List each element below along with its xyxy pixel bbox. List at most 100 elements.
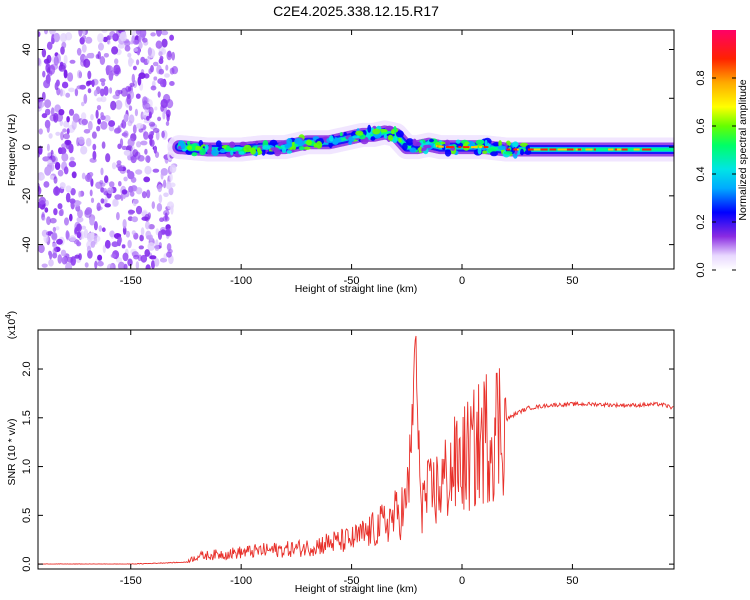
ridge-hotspot [608, 148, 614, 151]
colorbar-tick-label: 0.8 [695, 70, 707, 85]
noise-speck [71, 119, 77, 130]
ridge-hotspot [566, 148, 574, 151]
noise-speck [98, 225, 103, 232]
noise-speck [108, 71, 114, 81]
noise-speck [84, 262, 89, 268]
noise-speck [102, 244, 106, 254]
noise-speck [154, 258, 160, 267]
noise-speck [59, 147, 67, 155]
noise-speck [147, 47, 152, 56]
noise-speck [53, 55, 59, 66]
noise-speck [85, 36, 93, 44]
noise-speck [137, 76, 142, 86]
noise-speck [81, 35, 87, 40]
y-tick-label: 0.0 [21, 556, 33, 571]
noise-speck [98, 42, 104, 51]
noise-speck [140, 140, 148, 146]
noise-speck [53, 176, 58, 184]
snr-panel: -150 -100 -50 0 50 0.0 0.5 1.0 1.5 2.0 Height of… [4, 311, 675, 595]
noise-speck [82, 30, 86, 36]
noise-speck [38, 244, 45, 254]
noise-speck [158, 51, 163, 57]
ridge-blob [294, 138, 303, 145]
noise-speck [99, 180, 104, 185]
noise-speck [87, 120, 93, 131]
noise-speck [83, 228, 89, 239]
ridge-blob [255, 140, 259, 145]
noise-speck [127, 52, 132, 58]
noise-speck [64, 217, 69, 226]
noise-speck [38, 31, 41, 37]
noise-speck [41, 91, 46, 101]
noise-speck [63, 166, 69, 175]
noise-speck [87, 88, 92, 94]
noise-speck [169, 173, 173, 182]
snr-y-axis: 0.0 0.5 1.0 1.5 2.0 [21, 361, 674, 572]
noise-speck [85, 207, 93, 215]
noise-speck [105, 153, 111, 163]
noise-speck [44, 199, 50, 207]
noise-speck [137, 155, 145, 162]
noise-speck [121, 189, 128, 195]
colorbar-gradient [712, 30, 736, 270]
noise-speck [44, 108, 51, 116]
noise-speck [156, 30, 162, 37]
ridge-blob [475, 139, 485, 145]
noise-speck [53, 32, 60, 43]
noise-speck [65, 230, 70, 240]
ridge-blob [313, 143, 317, 148]
noise-speck [100, 115, 106, 121]
noise-speck [139, 30, 147, 38]
noise-speck [78, 30, 83, 37]
noise-speck [85, 137, 92, 147]
ridge-blob [444, 139, 451, 147]
ridge-hotspot [564, 148, 568, 151]
noise-speck [130, 40, 134, 45]
y-tick-label: -20 [21, 188, 33, 204]
noise-speck [97, 260, 104, 267]
noise-speck [135, 187, 143, 195]
ridge-blob [409, 147, 417, 153]
noise-speck [46, 124, 50, 133]
noise-speck [135, 261, 140, 269]
ridge-blob [269, 139, 278, 146]
spectral-ridge [167, 120, 674, 162]
ridge-blob [520, 148, 524, 156]
y-tick-label: 2.0 [21, 361, 33, 376]
noise-speck [138, 245, 144, 250]
spectrogram-frame [37, 29, 675, 270]
noise-speck [144, 165, 152, 175]
noise-speck [44, 166, 52, 176]
noise-speck [57, 203, 63, 210]
noise-speck [142, 37, 148, 43]
ridge-blob [186, 141, 191, 145]
noise-speck [74, 254, 80, 259]
ridge-blob [187, 145, 192, 150]
noise-speck [145, 264, 151, 269]
noise-speck [101, 141, 106, 149]
noise-speck [150, 65, 154, 73]
noise-speck [93, 221, 98, 231]
noise-speck [109, 230, 115, 238]
noise-speck [143, 119, 152, 124]
noise-speck [151, 260, 155, 269]
ridge-hotspot [533, 148, 541, 151]
noise-speck [96, 202, 101, 212]
ridge-blob [212, 147, 216, 154]
noise-speck [48, 133, 53, 139]
ridge-blob [239, 141, 247, 147]
noise-speck [136, 141, 142, 148]
ridge-blob [423, 144, 432, 149]
ridge-blob [257, 147, 261, 154]
ridge-blob [235, 150, 239, 158]
noise-speck [111, 46, 119, 55]
noise-speck [117, 236, 123, 244]
snr-y-multiplier: (x104) [4, 311, 18, 339]
noise-speck [55, 226, 60, 231]
noise-speck [38, 101, 45, 108]
noise-speck [49, 251, 53, 260]
noise-speck [59, 33, 68, 43]
x-tick-label: -150 [120, 275, 142, 287]
noise-speck [110, 100, 117, 111]
noise-speck [77, 209, 83, 218]
